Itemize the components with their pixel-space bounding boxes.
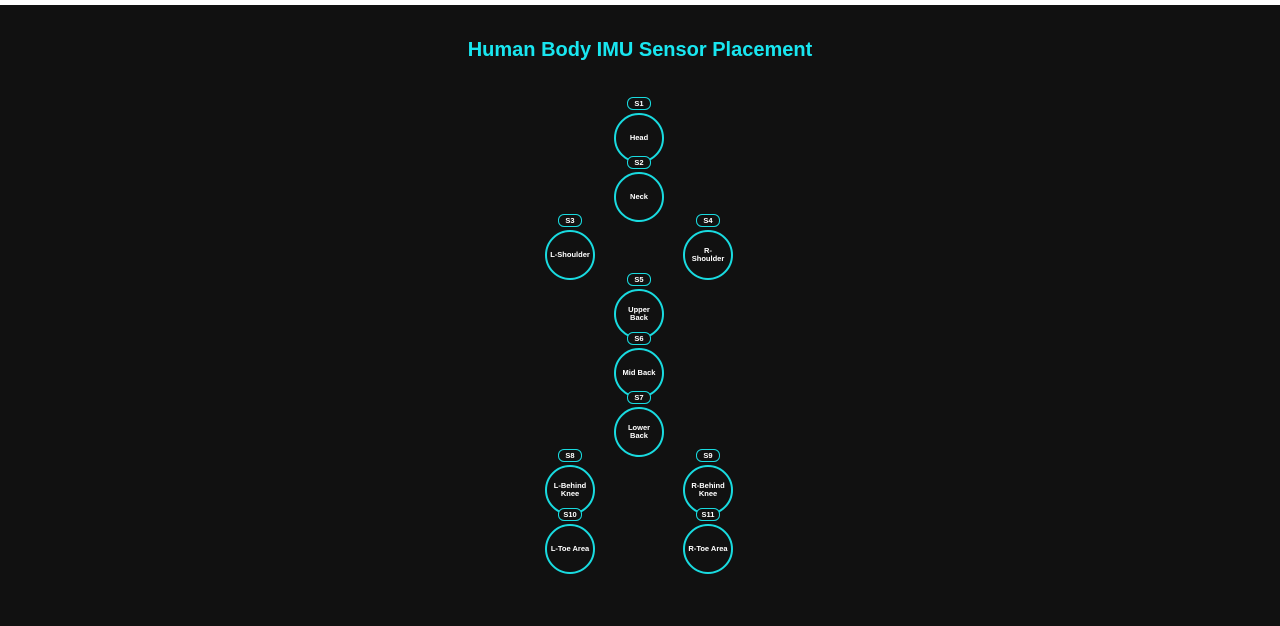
sensor-id-badge: S10 bbox=[558, 508, 582, 521]
sensor-lower-back[interactable]: S7 Lower Back bbox=[614, 391, 664, 457]
sensor-label: R-Behind Knee bbox=[691, 481, 725, 498]
sensor-id-badge: S7 bbox=[627, 391, 651, 404]
sensor-left-toe-area[interactable]: S10 L-Toe Area bbox=[545, 508, 595, 574]
sensor-label: Mid Back bbox=[622, 368, 656, 377]
sensor-label: L-Toe Area bbox=[550, 544, 590, 553]
sensor-label: Upper Back bbox=[628, 305, 650, 322]
sensor-id-badge: S2 bbox=[627, 156, 651, 169]
sensor-label: L-Shoulder bbox=[550, 250, 590, 259]
sensor-id-badge: S5 bbox=[627, 273, 651, 286]
sensor-node[interactable]: R-Shoulder bbox=[683, 230, 733, 280]
sensor-node[interactable]: L-Toe Area bbox=[545, 524, 595, 574]
sensor-node[interactable]: Mid Back bbox=[614, 348, 664, 398]
sensor-id-badge: S9 bbox=[696, 449, 720, 462]
sensor-right-behind-knee[interactable]: S9 R-Behind Knee bbox=[683, 449, 733, 515]
sensor-node[interactable]: R-Behind Knee bbox=[683, 465, 733, 515]
sensor-right-toe-area[interactable]: S11 R-Toe Area bbox=[683, 508, 733, 574]
sensor-label: Neck bbox=[630, 192, 648, 201]
sensor-mid-back[interactable]: S6 Mid Back bbox=[614, 332, 664, 398]
sensor-head[interactable]: S1 Head bbox=[614, 97, 664, 163]
sensor-node[interactable]: Neck bbox=[614, 172, 664, 222]
sensor-node[interactable]: L-Behind Knee bbox=[545, 465, 595, 515]
diagram-canvas: Human Body IMU Sensor Placement S1 Head … bbox=[0, 5, 1280, 626]
sensor-node[interactable]: Upper Back bbox=[614, 289, 664, 339]
sensor-left-behind-knee[interactable]: S8 L-Behind Knee bbox=[545, 449, 595, 515]
sensor-id-badge: S8 bbox=[558, 449, 582, 462]
sensor-node[interactable]: R-Toe Area bbox=[683, 524, 733, 574]
sensor-upper-back[interactable]: S5 Upper Back bbox=[614, 273, 664, 339]
sensor-id-badge: S1 bbox=[627, 97, 651, 110]
sensor-label: L-Behind Knee bbox=[553, 481, 587, 498]
sensor-label: Head bbox=[629, 133, 649, 142]
sensor-id-badge: S6 bbox=[627, 332, 651, 345]
sensor-node[interactable]: Lower Back bbox=[614, 407, 664, 457]
sensor-id-badge: S3 bbox=[558, 214, 582, 227]
sensor-left-shoulder[interactable]: S3 L-Shoulder bbox=[545, 214, 595, 280]
sensor-node[interactable]: Head bbox=[614, 113, 664, 163]
sensor-label: Lower Back bbox=[627, 423, 651, 440]
sensor-id-badge: S4 bbox=[696, 214, 720, 227]
sensor-neck[interactable]: S2 Neck bbox=[614, 156, 664, 222]
page-title: Human Body IMU Sensor Placement bbox=[467, 39, 813, 61]
sensor-id-badge: S11 bbox=[696, 508, 720, 521]
sensor-label: R-Shoulder bbox=[691, 246, 725, 263]
sensor-label: R-Toe Area bbox=[688, 544, 728, 553]
sensor-right-shoulder[interactable]: S4 R-Shoulder bbox=[683, 214, 733, 280]
sensor-node[interactable]: L-Shoulder bbox=[545, 230, 595, 280]
